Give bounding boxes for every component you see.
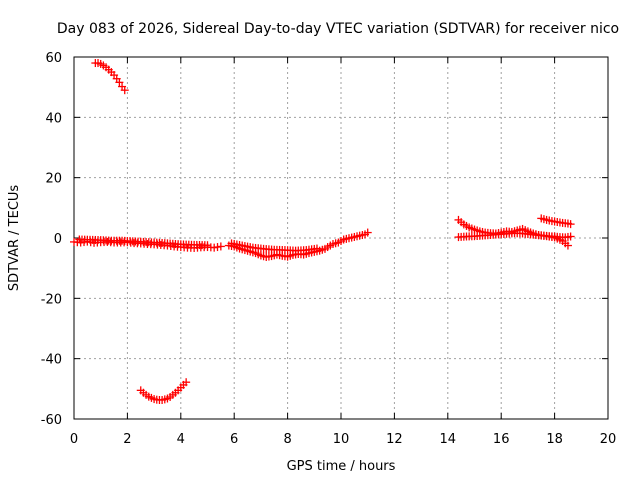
x-tick-label: 4 (177, 432, 185, 447)
series-band-evening (323, 228, 372, 252)
data-point (182, 378, 191, 387)
data-point (216, 242, 225, 251)
series-band-late-upper (537, 214, 575, 229)
x-tick-label: 8 (283, 432, 291, 447)
x-tick-label: 16 (493, 432, 510, 447)
data-point (563, 241, 572, 250)
y-tick-label: 0 (54, 232, 62, 247)
data-point (566, 220, 575, 229)
data-point (312, 244, 321, 253)
x-axis-label: GPS time / hours (287, 459, 396, 474)
y-tick-label: 40 (45, 111, 62, 126)
y-tick-label: 20 (45, 172, 62, 187)
ticks: 0 2 4 6 8 10 12 14 16 18 20 60 40 20 0 -20 -40 -60 (41, 51, 617, 447)
series-band-midday-upper (227, 239, 321, 255)
series-arc-low (136, 378, 191, 404)
series-arc-high (91, 59, 129, 95)
data-point (566, 232, 575, 241)
x-tick-label: 10 (333, 432, 350, 447)
x-tick-label: 14 (440, 432, 457, 447)
x-tick-label: 2 (123, 432, 131, 447)
x-tick-label: 6 (230, 432, 238, 447)
series-band-late-lower (454, 229, 572, 250)
data-point (120, 86, 129, 95)
x-tick-label: 12 (386, 432, 403, 447)
y-axis-label: SDTVAR / TECUs (7, 185, 22, 292)
y-tick-label: 60 (45, 51, 62, 66)
y-tick-label: -20 (41, 292, 62, 307)
y-tick-label: -60 (41, 413, 62, 428)
x-tick-label: 20 (600, 432, 617, 447)
data-point (203, 241, 212, 250)
chart-title: Day 083 of 2026, Sidereal Day-to-day VTE… (57, 21, 619, 37)
series-band-morning-upper (75, 235, 212, 250)
x-tick-label: 0 (70, 432, 78, 447)
y-tick-label: -40 (41, 353, 62, 368)
x-tick-label: 18 (546, 432, 563, 447)
data-points (70, 59, 575, 404)
data-point (363, 228, 372, 237)
data-point (115, 78, 124, 87)
